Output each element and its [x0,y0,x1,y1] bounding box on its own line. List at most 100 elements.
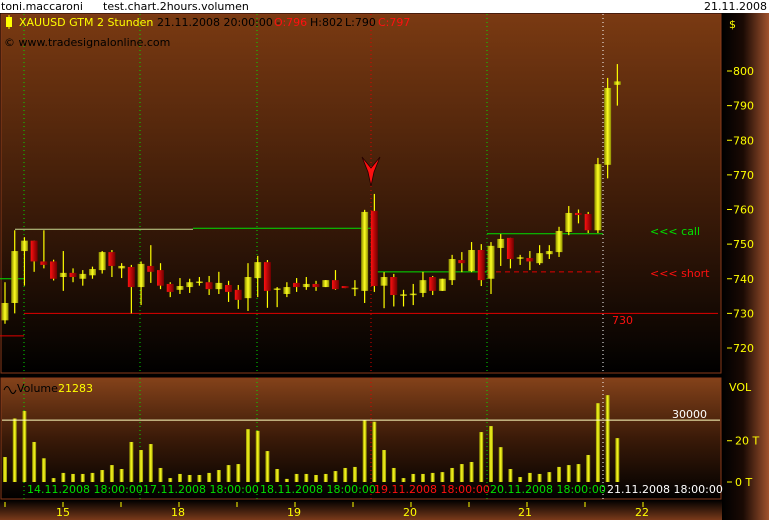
price-tick-label: 740 [733,273,754,286]
candle-bullish [137,263,145,288]
volume-threshold-label: 30000 [672,408,707,421]
volume-bar [236,464,241,482]
candle-bullish [613,81,621,85]
volume-bar [294,473,299,482]
volume-bar [207,472,212,482]
date-label: 17.11.2008 18:00:00 [143,483,259,496]
candle-bearish [157,270,165,286]
candle-bearish [127,266,135,288]
volume-bar [32,441,37,482]
volume-bar [576,464,581,482]
volume-panel[interactable] [0,377,722,500]
volume-bar [469,461,474,482]
volume-bar [246,429,250,482]
candle-bearish [341,286,349,289]
candle-bullish [20,240,28,252]
volume-bar [61,472,66,482]
time-tick-label: 19 [287,506,301,519]
volume-tick-label: 20 T [735,435,759,448]
date-label: 20.11.2008 18:00:00 [490,483,606,496]
currency-label: $ [729,18,736,31]
candle-bullish [88,269,96,276]
volume-bar [430,472,435,482]
candle-bullish [215,282,223,290]
volume-value: 21283 [58,382,93,395]
volume-bar [323,473,328,482]
candle-bullish [497,238,505,248]
candle-bullish [438,278,446,291]
candle-bearish [147,265,155,272]
close-label: C:797 [378,16,410,29]
document-title: test.chart.2hours.volumen [103,0,249,13]
volume-bar [586,454,591,482]
candle-bullish [400,294,408,296]
volume-bar [71,473,76,482]
volume-bar [265,451,270,482]
price-tick-label: 800 [733,65,754,78]
call-annotation: <<< call [650,225,700,238]
candle-bearish [506,237,514,260]
candle-bearish [477,250,485,281]
candle-bearish [108,252,116,266]
volume-bar [129,441,134,482]
volume-bar [401,478,406,482]
price-tick-label: 760 [733,204,754,217]
volume-bar [80,473,85,482]
volume-bar [275,469,280,482]
volume-indicator-icon [3,386,17,394]
candle-bullish [448,259,456,281]
volume-bar [518,477,523,482]
candle-bearish [331,280,339,290]
candle-bullish [594,164,602,231]
volume-bar [197,474,202,482]
candle-bullish [380,277,388,286]
volume-bar [304,473,309,482]
title-bar: toni.maccaroni test.chart.2hours.volumen… [0,0,769,13]
volume-bar [100,470,105,482]
candle-bearish [526,257,534,262]
candle-bullish [118,265,126,269]
candle-bullish [302,283,310,288]
candle-bullish [59,272,67,278]
volume-bar [566,465,571,482]
volume-bar [382,450,387,482]
timestamp-label: 21.11.2008 20:00:00 - [157,16,280,29]
candle-bearish [166,283,174,292]
time-tick-label: 18 [171,506,185,519]
candle-bearish [205,282,213,290]
candle-bullish [536,253,544,264]
volume-bar [595,403,600,482]
volume-bar [226,465,231,482]
candle-bullish [273,288,281,290]
volume-bar [3,457,7,482]
volume-bar [557,466,562,482]
sell-signal-arrow-icon[interactable] [361,156,381,187]
volume-bar [440,472,445,482]
volume-bar [51,478,56,482]
price-tick-label: 790 [733,100,754,113]
candle-bullish [555,230,563,253]
candle-bearish [225,284,233,292]
candle-bullish [195,281,203,284]
candle-bearish [458,260,466,264]
candle-bullish [254,262,262,279]
volume-bar [177,473,182,482]
candle-bullish [11,251,19,303]
volume-bar [352,466,357,482]
volume-bar [216,470,221,482]
high-label: H:802 [310,16,343,29]
volume-bar [343,467,348,482]
candle-bearish [30,240,38,262]
volume-bar [420,473,425,482]
candle-bullish [1,302,9,321]
volume-bar [615,438,620,482]
candle-bearish [69,272,77,278]
volume-bar [90,472,95,482]
time-axis-bg [0,500,722,520]
candle-bullish [409,293,417,296]
candle-bearish [50,261,58,279]
time-tick-label: 21 [518,506,532,519]
price-tick-label: 770 [733,169,754,182]
volume-bar [314,474,319,482]
